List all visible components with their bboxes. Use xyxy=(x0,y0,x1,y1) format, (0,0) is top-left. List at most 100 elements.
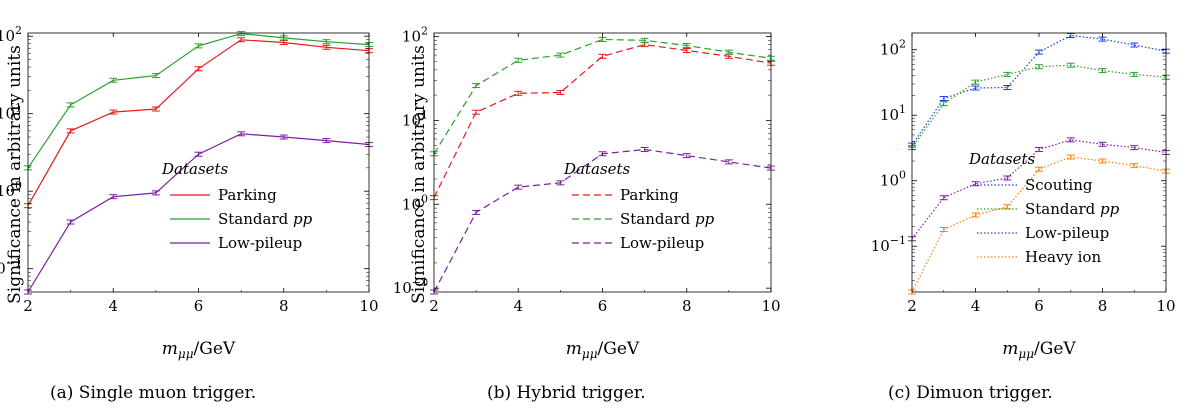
caption: (b) Hybrid trigger. xyxy=(487,383,646,403)
x-tick-label: 10 xyxy=(359,297,378,315)
y-tick-label: 100 xyxy=(402,192,428,213)
legend-item: Heavy ion xyxy=(977,248,1101,266)
data-point xyxy=(1098,141,1107,147)
data-point xyxy=(237,37,246,43)
series-low-pileup xyxy=(908,137,1170,242)
data-point xyxy=(1035,166,1043,172)
data-point xyxy=(939,101,948,107)
x-tick-label: 10 xyxy=(761,297,780,315)
legend-title: Datasets xyxy=(563,160,631,178)
data-point xyxy=(514,90,523,96)
legend-item: Standard pp xyxy=(977,200,1120,218)
legend: Datasets Scouting Standard pp Low-pileup Hea… xyxy=(968,150,1120,266)
legend: Datasets Parking Standard pp Low-pileup xyxy=(161,160,313,252)
x-tick-label: 4 xyxy=(108,297,118,315)
series-standard xyxy=(24,31,373,171)
data-point xyxy=(322,138,331,144)
data-point xyxy=(66,128,75,134)
series-line xyxy=(27,32,370,169)
data-point xyxy=(971,85,980,91)
data-point xyxy=(682,153,691,159)
data-point xyxy=(237,31,246,37)
series-line xyxy=(27,133,370,293)
x-tick-label: 2 xyxy=(429,297,439,315)
data-point xyxy=(724,159,733,165)
data-point xyxy=(939,226,948,232)
data-point xyxy=(514,57,523,63)
data-point xyxy=(556,89,565,95)
data-point xyxy=(971,79,980,85)
data-point xyxy=(682,43,691,49)
data-point xyxy=(1003,84,1012,90)
data-point xyxy=(939,195,948,201)
legend-label: Parking xyxy=(620,186,679,204)
data-point xyxy=(151,73,160,79)
data-point xyxy=(279,134,288,140)
legend-item: Standard pp xyxy=(170,210,313,228)
data-point xyxy=(1035,49,1043,55)
data-point xyxy=(1003,175,1012,181)
data-point xyxy=(194,43,203,49)
data-point xyxy=(1003,71,1012,77)
data-point xyxy=(1035,146,1043,152)
data-point xyxy=(109,109,118,115)
x-tick-label: 6 xyxy=(1034,297,1044,315)
data-point xyxy=(1066,154,1075,160)
legend-item: Parking xyxy=(170,186,277,204)
x-tick-label: 2 xyxy=(907,297,917,315)
series-low-pileup xyxy=(24,131,373,295)
y-tick-label: 10−1 xyxy=(0,257,22,278)
data-point xyxy=(151,106,160,112)
y-axis-label: Significance in arbitrary units xyxy=(5,45,25,304)
y-tick-label: 100 xyxy=(880,169,906,190)
series-line xyxy=(911,156,1167,293)
legend-label: Parking xyxy=(218,186,277,204)
legend-item: Scouting xyxy=(977,176,1093,194)
data-point xyxy=(724,49,733,55)
data-point xyxy=(194,66,203,72)
chart-panel-3: 2 4 6 8 10 102 101 100 10−1 mμμ/GeV Datasets Scouti… xyxy=(871,32,1176,403)
data-point xyxy=(151,190,160,196)
legend-label: Low-pileup xyxy=(620,234,704,252)
data-point xyxy=(1098,68,1107,74)
data-point xyxy=(598,53,607,59)
data-point xyxy=(1066,62,1075,68)
x-tick-label: 6 xyxy=(194,297,204,315)
data-point xyxy=(971,212,980,218)
data-point xyxy=(939,95,948,101)
data-point xyxy=(1066,137,1075,143)
x-axis-label: mμμ/GeV xyxy=(1002,339,1076,361)
x-tick-label: 4 xyxy=(971,297,981,315)
data-point xyxy=(971,181,980,187)
data-point xyxy=(1130,163,1139,169)
legend-title: Datasets xyxy=(968,150,1036,168)
data-point xyxy=(1066,32,1075,38)
series-line xyxy=(27,39,370,206)
data-point xyxy=(66,102,75,108)
legend-label: Low-pileup xyxy=(1025,224,1109,242)
y-axis-label: Significance in arbitrary units xyxy=(409,45,429,304)
series-parking xyxy=(24,37,373,209)
data-point xyxy=(556,180,565,186)
y-tick-label: 102 xyxy=(402,24,428,45)
x-axis-label: mμμ/GeV xyxy=(162,339,236,361)
y-tick-label: 10−1 xyxy=(871,234,906,255)
y-tick-label: 101 xyxy=(402,108,428,129)
legend-label: Standard pp xyxy=(218,210,313,228)
legend-item: Standard pp xyxy=(572,210,715,228)
caption: (c) Dimuon trigger. xyxy=(888,383,1053,403)
data-point xyxy=(322,39,331,45)
data-point xyxy=(1130,145,1139,151)
x-tick-label: 8 xyxy=(682,297,692,315)
data-point xyxy=(1035,64,1043,70)
data-point xyxy=(472,83,481,89)
legend-label: Standard pp xyxy=(620,210,715,228)
y-tick-label: 100 xyxy=(0,179,22,200)
y-tick-label: 10−1 xyxy=(393,276,428,297)
data-point xyxy=(1130,42,1139,48)
series-standard xyxy=(908,62,1170,151)
x-tick-label: 8 xyxy=(1098,297,1108,315)
y-tick-label: 102 xyxy=(0,24,22,45)
data-point xyxy=(66,219,75,225)
